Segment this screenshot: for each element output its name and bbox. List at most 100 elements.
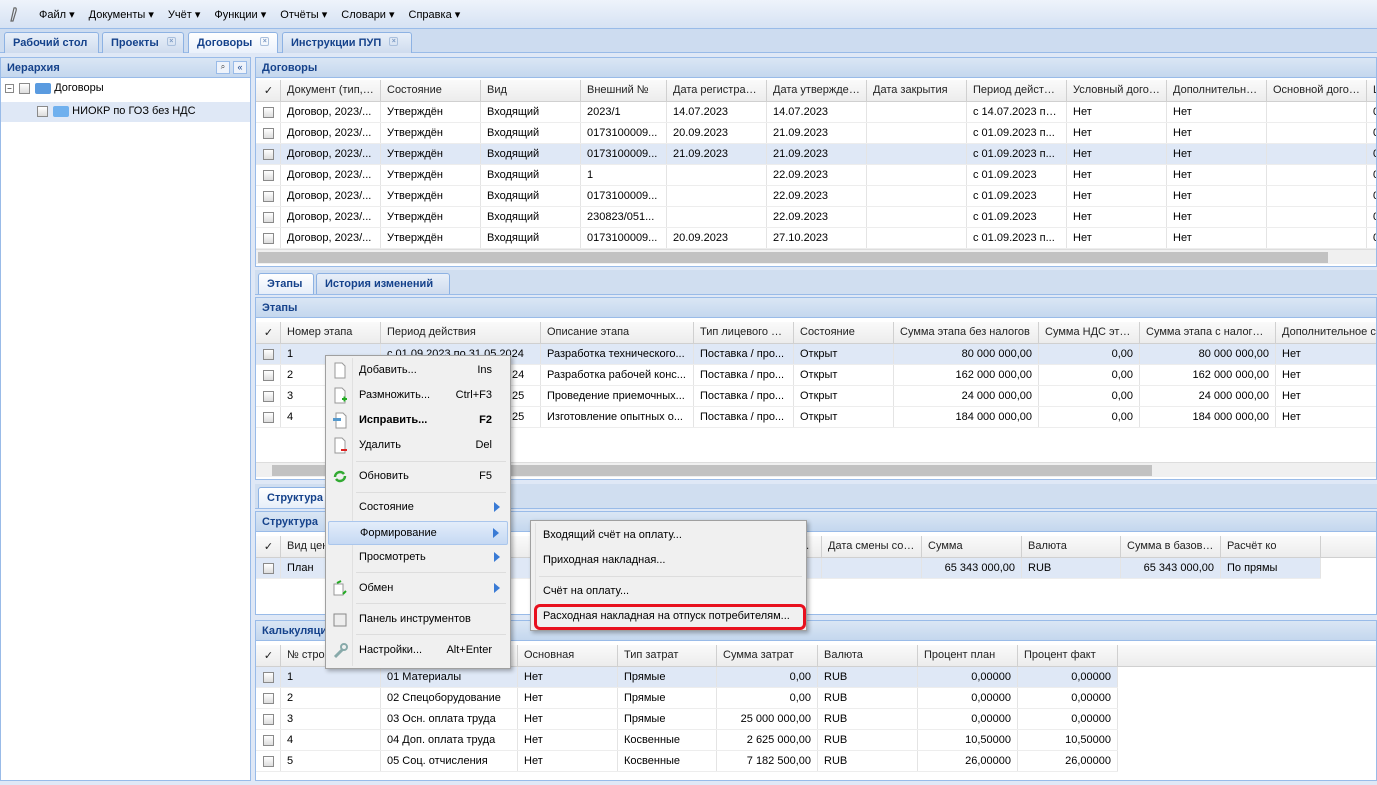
tab-structure[interactable]: Структура <box>258 487 332 508</box>
context-menu-item[interactable]: Панель инструментов <box>328 608 508 632</box>
table-row[interactable]: 4 25 Изготовление опытных о... Поставка / п… <box>256 407 1376 428</box>
checkbox[interactable] <box>263 391 274 402</box>
row-checkbox-cell[interactable] <box>257 667 281 687</box>
close-tab-icon[interactable]: × <box>166 37 176 46</box>
row-checkbox-cell[interactable] <box>257 144 281 164</box>
row-checkbox-cell[interactable] <box>257 165 281 185</box>
column-header[interactable]: ✓ <box>257 645 281 666</box>
context-menu-item[interactable]: Состояние <box>328 496 508 520</box>
collapse-node-icon[interactable]: − <box>5 83 14 93</box>
tab-stage-1[interactable]: История изменений <box>316 273 450 294</box>
checkbox[interactable] <box>263 412 274 423</box>
column-header[interactable]: Валюта <box>818 645 918 666</box>
column-header[interactable]: Дата регистрации. <box>667 80 767 101</box>
table-row[interactable]: Договор, 2023/... Утверждён Входящий 017310… <box>256 186 1376 207</box>
checkbox[interactable] <box>263 149 274 160</box>
column-header[interactable]: Основная <box>518 645 618 666</box>
column-header[interactable]: Период действия.. <box>967 80 1067 101</box>
column-header[interactable]: ✓ <box>257 536 281 557</box>
submenu-item[interactable]: Приходная накладная... <box>543 554 666 566</box>
column-header[interactable]: Состояние <box>381 80 481 101</box>
row-checkbox-cell[interactable] <box>257 558 281 578</box>
tree-checkbox[interactable] <box>19 82 31 94</box>
tab-2[interactable]: Договоры × <box>188 32 278 53</box>
column-header[interactable]: Сумма <box>922 536 1022 557</box>
checkbox[interactable] <box>263 693 274 704</box>
column-header[interactable]: Дата смены состоя <box>822 536 922 557</box>
column-header[interactable]: Дополнительное с <box>1167 80 1267 101</box>
column-header[interactable]: ✓ <box>257 322 281 343</box>
row-checkbox-cell[interactable] <box>257 365 281 385</box>
checkbox[interactable] <box>263 107 274 118</box>
column-header[interactable]: L <box>1367 80 1376 101</box>
column-header[interactable]: Документ (тип, № <box>281 80 381 101</box>
column-header[interactable]: Сумма НДС этапа <box>1039 322 1140 343</box>
column-header[interactable]: Вид <box>481 80 581 101</box>
table-row[interactable]: Договор, 2023/... Утверждён Входящий 1 22.09… <box>256 165 1376 186</box>
table-row[interactable]: 2 24 Разработка рабочей конс... Поставка / … <box>256 365 1376 386</box>
checkbox[interactable] <box>263 714 274 725</box>
checkbox[interactable] <box>263 672 274 683</box>
table-row[interactable]: Договор, 2023/... Утверждён Входящий 017310… <box>256 228 1376 249</box>
column-header[interactable]: Основной договор <box>1267 80 1367 101</box>
column-header[interactable]: Сумма этапа с налогами <box>1140 322 1276 343</box>
tab-stage-0[interactable]: Этапы <box>258 273 314 294</box>
table-row[interactable]: 1 01 Материалы Нет Прямые 0,00 RUB 0,00000 0,00… <box>256 667 1118 688</box>
row-checkbox-cell[interactable] <box>257 407 281 427</box>
submenu-item[interactable]: Входящий счёт на оплату... <box>543 529 682 541</box>
row-checkbox-cell[interactable] <box>257 386 281 406</box>
column-header[interactable]: Процент план <box>918 645 1018 666</box>
row-checkbox-cell[interactable] <box>257 123 281 143</box>
row-checkbox-cell[interactable] <box>257 344 281 364</box>
context-menu-item[interactable]: Настройки... Alt+Enter <box>328 639 508 663</box>
menu-item[interactable]: Отчёты ▾ <box>280 8 328 21</box>
checkbox[interactable] <box>263 212 274 223</box>
column-header[interactable]: Дата закрытия <box>867 80 967 101</box>
column-header[interactable]: Описание этапа <box>541 322 694 343</box>
close-tab-icon[interactable]: × <box>260 37 270 46</box>
table-row[interactable]: Договор, 2023/... Утверждён Входящий 017310… <box>256 123 1376 144</box>
column-header[interactable]: Номер этапа <box>281 322 381 343</box>
checkbox[interactable] <box>263 191 274 202</box>
table-row[interactable]: 2 02 Спецоборудование Нет Прямые 0,00 RUB 0,00… <box>256 688 1118 709</box>
context-menu-item[interactable]: Добавить... Ins <box>328 359 508 383</box>
row-checkbox-cell[interactable] <box>257 751 281 771</box>
column-header[interactable]: Внешний № <box>581 80 667 101</box>
column-header[interactable]: Тип затрат <box>618 645 717 666</box>
context-menu-item[interactable]: Обновить F5 <box>328 465 508 489</box>
tree-node-child[interactable]: НИОКР по ГОЗ без НДС <box>1 102 250 122</box>
tree-checkbox[interactable] <box>37 105 48 117</box>
column-header[interactable]: Сумма в базовой в <box>1121 536 1221 557</box>
column-header[interactable]: Валюта <box>1022 536 1121 557</box>
column-header[interactable]: Состояние <box>756 536 822 557</box>
tree-node-root[interactable]: − Договоры <box>5 82 245 102</box>
column-header[interactable]: Процент факт <box>1018 645 1118 666</box>
checkbox[interactable] <box>263 349 274 360</box>
checkbox[interactable] <box>263 128 274 139</box>
checkbox[interactable] <box>263 563 274 574</box>
contracts-scrollbar[interactable] <box>256 249 1376 264</box>
tab-0[interactable]: Рабочий стол <box>4 32 99 53</box>
column-header[interactable] <box>381 645 518 666</box>
stages-scrollbar[interactable] <box>256 462 1376 477</box>
row-checkbox-cell[interactable] <box>257 102 281 122</box>
table-row[interactable]: 5 05 Соц. отчисления Нет Косвенные 7 182 500… <box>256 751 1118 772</box>
table-row[interactable]: Договор, 2023/... Утверждён Входящий 017310… <box>256 144 1376 165</box>
context-menu-item[interactable]: Удалить Del <box>328 434 508 458</box>
checkbox[interactable] <box>263 233 274 244</box>
context-menu-item[interactable]: Формирование <box>328 521 508 545</box>
menu-item[interactable]: Функции ▾ <box>214 8 267 21</box>
column-header[interactable]: Состояние <box>794 322 894 343</box>
context-menu-item[interactable]: Исправить... F2 <box>328 409 508 433</box>
tab-1[interactable]: Проекты × <box>102 32 184 53</box>
menu-item[interactable]: Файл ▾ <box>39 8 75 21</box>
menu-item[interactable]: Документы ▾ <box>88 8 154 21</box>
column-header[interactable]: Дополнительное с <box>1276 322 1376 343</box>
row-checkbox-cell[interactable] <box>257 186 281 206</box>
column-header[interactable]: ✓ <box>257 80 281 101</box>
table-row[interactable]: Договор, 2023/... Утверждён Входящий 2023/1… <box>256 102 1376 123</box>
column-header[interactable]: Сумма затрат <box>717 645 818 666</box>
collapse-panel-button[interactable]: « <box>233 61 247 74</box>
context-menu-item[interactable]: Просмотреть <box>328 546 508 570</box>
